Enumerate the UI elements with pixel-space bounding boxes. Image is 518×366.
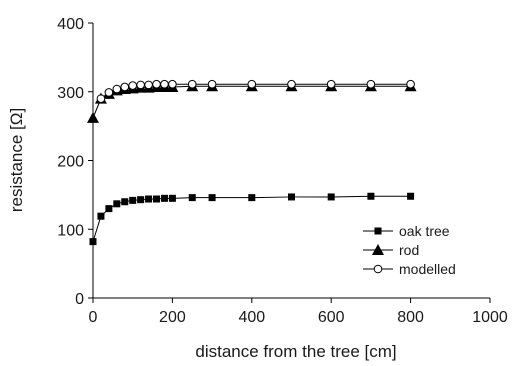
data-point: [287, 79, 296, 89]
data-point: [129, 196, 137, 204]
y-tick-label: 0: [75, 291, 84, 308]
data-point: [97, 212, 105, 220]
x-tick-label: 0: [89, 309, 98, 326]
axis-ticks: 0 100 200 300 400 0 200 400 600 800 1000: [57, 16, 508, 326]
series-oak-tree: [89, 192, 415, 246]
data-point: [187, 79, 197, 89]
data-point: [160, 194, 168, 202]
data-point: [288, 193, 295, 201]
data-point: [326, 79, 336, 89]
data-point: [327, 193, 335, 201]
legend-label: modelled: [399, 261, 456, 277]
legend-item: rod: [363, 242, 419, 258]
y-tick-label: 200: [57, 154, 84, 171]
series-layer: [87, 79, 417, 246]
data-point: [160, 79, 169, 89]
legend-item: modelled: [363, 261, 456, 277]
y-tick-label: 100: [57, 222, 84, 239]
data-point: [207, 79, 217, 89]
x-tick-label: 600: [318, 309, 345, 326]
data-point: [113, 200, 121, 208]
data-point: [367, 192, 375, 200]
legend-item: oak tree: [363, 223, 450, 239]
data-point: [406, 79, 415, 89]
x-tick-label: 800: [397, 309, 424, 326]
data-point: [366, 79, 376, 89]
x-tick-label: 200: [159, 309, 186, 326]
legend-label: rod: [399, 242, 419, 258]
data-point: [120, 82, 130, 92]
data-point: [121, 198, 129, 206]
data-point: [104, 88, 114, 97]
legend-marker: [374, 227, 382, 235]
legend-label: oak tree: [399, 223, 450, 239]
data-point: [168, 79, 177, 89]
data-point: [112, 84, 122, 94]
x-tick-label: 1000: [472, 309, 508, 326]
x-axis-title: distance from the tree [cm]: [195, 342, 396, 361]
data-point: [89, 238, 97, 246]
data-point: [152, 79, 161, 89]
data-point: [136, 80, 145, 90]
data-point: [168, 194, 176, 202]
data-point: [96, 94, 106, 103]
legend-marker: [373, 264, 383, 274]
legend: oak tree rod modelled: [363, 223, 456, 277]
y-tick-label: 300: [57, 85, 84, 102]
series-modelled: [96, 79, 415, 103]
data-point: [248, 194, 256, 202]
data-point: [153, 195, 161, 203]
data-point: [145, 195, 153, 203]
plot-area: [93, 23, 490, 298]
x-tick-label: 400: [238, 309, 265, 326]
data-point: [407, 192, 415, 200]
data-point: [144, 80, 153, 90]
data-point: [128, 81, 137, 90]
data-point: [87, 111, 99, 123]
data-point: [208, 194, 216, 202]
data-point: [105, 205, 113, 213]
data-point: [188, 194, 196, 202]
data-point: [137, 196, 145, 204]
y-axis-title: resistance [Ω]: [7, 108, 26, 212]
data-point: [247, 79, 257, 89]
legend-marker: [372, 244, 384, 255]
y-tick-label: 400: [57, 16, 84, 33]
